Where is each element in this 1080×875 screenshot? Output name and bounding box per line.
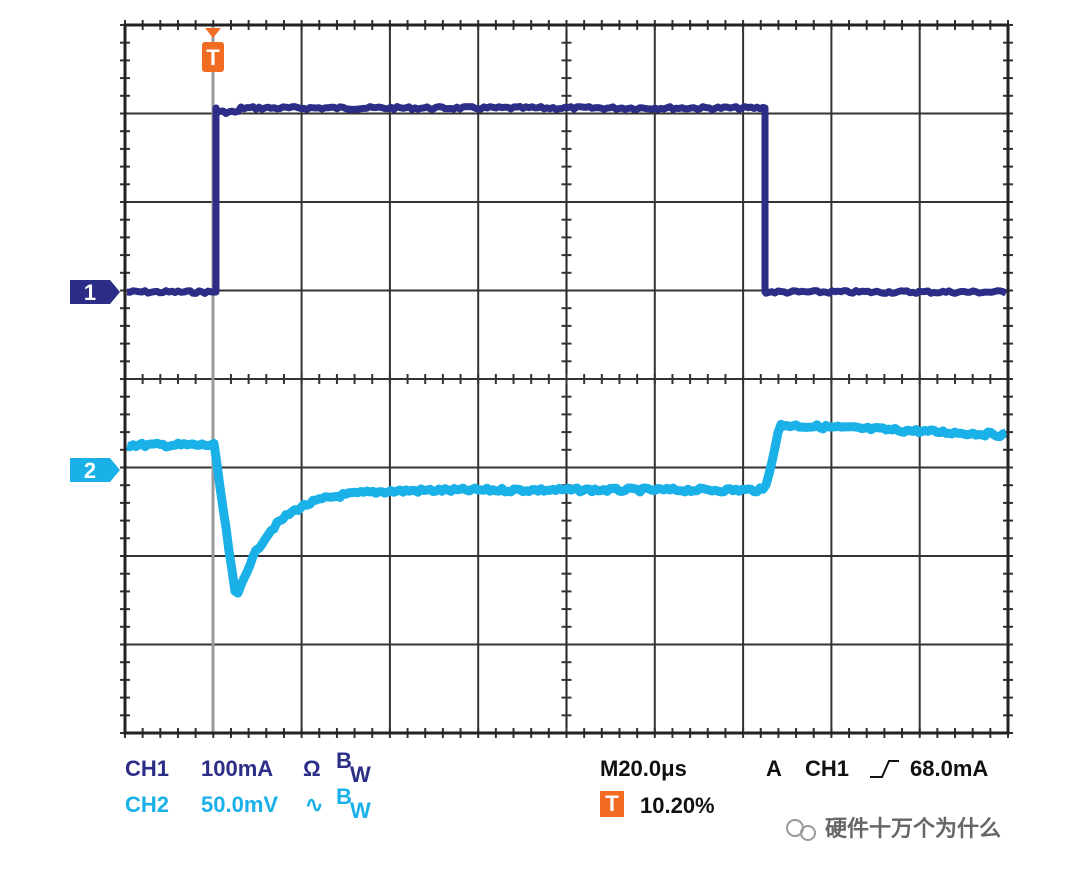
ch2-bw-sub: W [350,798,371,823]
ch1-bw-sub: W [350,762,371,787]
ch1-bw: B [336,748,352,773]
ch1-marker-label: 1 [84,280,96,305]
trigger-arrow [205,28,221,38]
watermark-icon-2 [800,825,816,841]
trigger-box [202,42,224,72]
trigger-mode: A [766,756,782,781]
timebase: M20.0μs [600,756,687,781]
graticule [120,20,1013,738]
timebase-readout: M20.0μs A CH1 68.0mA T 10.20% [600,756,988,818]
ch1-marker-shape [70,280,120,304]
ch2-marker: 2 [70,458,120,483]
ch1-marker: 1 [70,280,120,305]
watermark: 硬件十万个为什么 [786,817,1001,842]
ch1-coupling: Ω [303,756,321,781]
ch1-scale: 100mA [201,756,273,781]
trigger-position-value: 10.20% [640,793,715,818]
ch1-label: CH1 [125,756,169,781]
ch2-label: CH2 [125,792,169,817]
ch2-coupling: ∿ [305,792,323,817]
screen-border [123,23,1010,735]
ch1-readout: CH1 100mA Ω B W [125,748,371,787]
ch2-trace [125,419,1008,598]
watermark-text: 硬件十万个为什么 [825,817,1001,842]
trigger-position-box [600,791,624,817]
ch2-readout: CH2 50.0mV ∿ B W [125,784,371,823]
trigger-position-icon: T [605,791,619,816]
ch2-marker-shape [70,458,120,482]
ch1-trace [126,103,1008,297]
ch2-scale: 50.0mV [201,792,278,817]
trigger-source: CH1 [805,756,849,781]
trigger-label: T [206,45,220,70]
ch2-bw: B [336,784,352,809]
trigger-slope-icon [870,760,899,778]
ch2-marker-label: 2 [84,458,96,483]
trigger-level: 68.0mA [910,756,988,781]
trigger-marker: T [202,28,224,72]
